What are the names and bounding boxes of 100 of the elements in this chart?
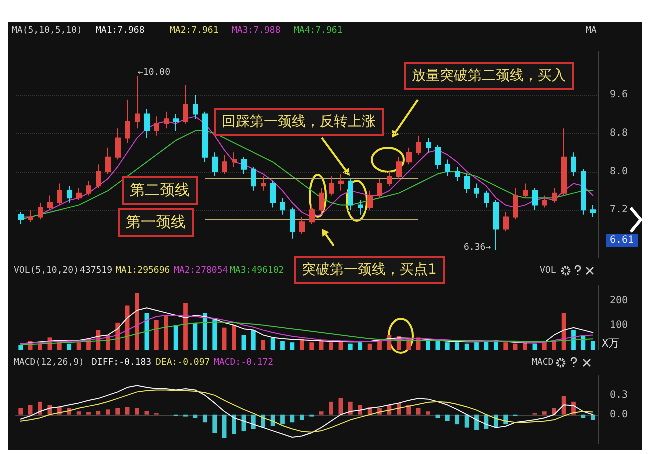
bar: [38, 344, 42, 350]
candlestick: [164, 111, 169, 130]
bar: [212, 318, 218, 350]
ref-line-label: 第一颈线: [118, 208, 194, 237]
bar: [222, 414, 227, 438]
candlestick: [115, 128, 121, 160]
bar: [300, 414, 304, 420]
candlestick: [183, 85, 188, 124]
bar: [504, 342, 508, 350]
line-series: [20, 308, 594, 344]
bar: [18, 345, 24, 350]
candlestick: [542, 195, 547, 208]
text: MA: [586, 26, 597, 37]
text: MA4:7.961: [294, 26, 343, 37]
bar: [445, 414, 450, 422]
bar: [202, 313, 208, 350]
candlestick: [173, 114, 179, 132]
bar: [116, 408, 120, 415]
bar: [455, 414, 460, 425]
candlestick: [193, 94, 198, 120]
candlestick: [38, 202, 43, 220]
line-series: [20, 385, 594, 438]
bar: [310, 342, 314, 350]
bar: [242, 335, 246, 350]
candlestick: [18, 212, 24, 225]
text: 突破第一颈线，买点1: [294, 256, 445, 284]
candlestick: [416, 135, 421, 156]
bar: [542, 412, 547, 415]
bar: [251, 414, 256, 430]
candlestick: [86, 180, 91, 196]
candlestick: [135, 75, 140, 130]
candlestick: [28, 210, 33, 223]
y-tick-label: 0.0: [610, 409, 628, 420]
text: MACD:-0.172: [214, 358, 274, 369]
text: MA3:7.988: [232, 26, 281, 37]
candlestick: [590, 204, 596, 218]
y-tick-label: 8.8: [610, 128, 628, 139]
annotation: ←10.00: [138, 68, 171, 79]
bar: [474, 414, 479, 430]
candlestick: [319, 188, 324, 213]
bar: [426, 340, 430, 350]
line-series: [20, 322, 594, 346]
bar: [144, 410, 150, 415]
y-tick-label: 0.3: [610, 390, 628, 401]
text: MA1:7.968: [96, 26, 145, 37]
candlestick: [561, 128, 567, 196]
bar: [164, 316, 169, 350]
y-axis-title: X万: [602, 337, 620, 350]
bar: [532, 344, 538, 350]
candlestick: [377, 178, 382, 199]
bar: [426, 412, 430, 415]
bar: [436, 341, 440, 350]
candlestick: [358, 200, 363, 216]
bar: [222, 328, 227, 350]
text: MACD(12,26,9): [14, 358, 84, 369]
text: MA3:496102: [230, 266, 284, 277]
bar: [445, 342, 450, 350]
candlestick: [96, 164, 101, 190]
y-tick-label: 7.2: [610, 204, 628, 216]
candlestick: [532, 188, 538, 211]
bar: [474, 342, 479, 350]
bar: [464, 344, 470, 350]
candlestick: [105, 147, 111, 175]
candlestick: [144, 108, 150, 139]
text: VOL: [540, 266, 556, 277]
candlestick: [513, 188, 518, 220]
candlestick: [348, 178, 353, 211]
candlestick: [338, 174, 344, 192]
bar: [106, 410, 110, 415]
bar: [86, 412, 91, 415]
candlestick: [67, 186, 72, 204]
annotation: 6.36→: [464, 243, 492, 254]
candlestick: [222, 154, 227, 175]
bar: [125, 407, 130, 415]
bar: [348, 402, 353, 415]
candlestick: [493, 200, 499, 251]
candlestick: [552, 188, 557, 204]
candlestick: [57, 183, 62, 206]
bar: [38, 402, 42, 415]
bar: [358, 342, 363, 350]
bar: [202, 414, 208, 423]
candlestick: [202, 111, 208, 163]
y-tick-label: 8.0: [610, 166, 628, 178]
candlestick: [329, 176, 334, 196]
bar: [76, 412, 82, 415]
bar: [329, 402, 334, 415]
line-series: [20, 315, 594, 344]
bar: [76, 342, 82, 350]
candlestick: [261, 176, 266, 192]
candlestick: [474, 183, 479, 199]
candlestick: [125, 99, 130, 144]
text: MA2:7.961: [170, 26, 219, 37]
candlestick: [523, 183, 528, 199]
candlestick: [212, 152, 218, 178]
candlestick: [484, 190, 489, 208]
bar: [232, 325, 236, 350]
text: VOL(5,10,20): [14, 266, 80, 277]
ref-line-label: 第二颈线: [122, 176, 198, 205]
bar: [135, 293, 140, 350]
bar: [184, 303, 188, 350]
